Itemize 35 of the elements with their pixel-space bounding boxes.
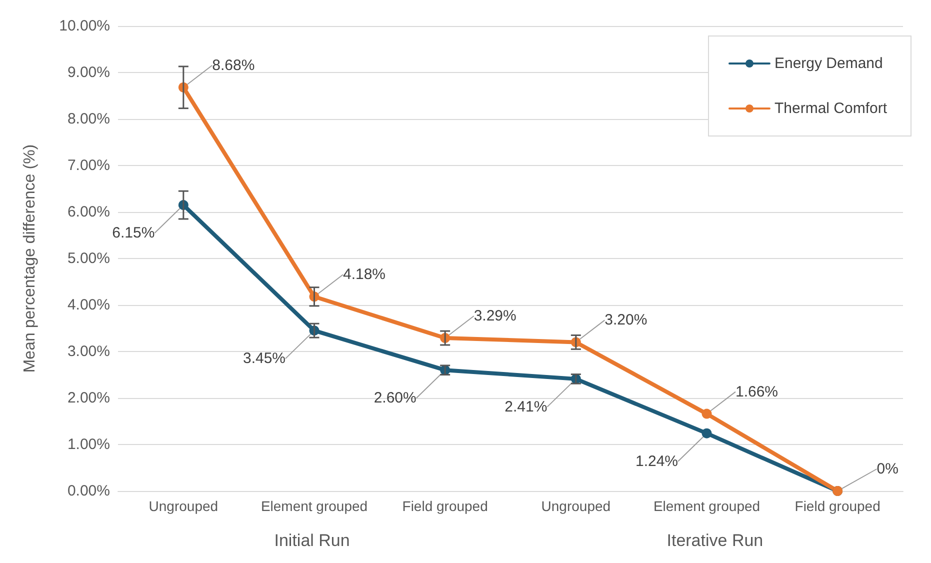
point (702, 408, 712, 419)
data-label: 8.68% (212, 56, 255, 74)
y-tick-label: 6.00% (67, 204, 110, 220)
x-tick-label: Field grouped (402, 498, 488, 514)
x-tick-label: Ungrouped (148, 498, 218, 514)
y-tick-label: 0.00% (67, 482, 110, 500)
y-tick-label: 10.00% (59, 18, 110, 34)
data-label: 3.45% (242, 350, 286, 368)
y-tick-label: 8.00% (67, 110, 110, 128)
point (702, 428, 712, 438)
text: Initial Run (274, 531, 350, 550)
legend-label: Thermal Comfort (774, 100, 888, 117)
legend-label: Energy Demand (774, 55, 883, 72)
y-tick-label: 4.00% (67, 296, 110, 314)
y-tick-label: 1.00% (67, 436, 110, 453)
y-tick-label: 2.00% (67, 390, 110, 406)
data-label: 3.20% (604, 312, 648, 329)
data-label: 1.24% (635, 452, 678, 470)
data-label: 3.29% (474, 308, 516, 325)
x-tick-label: Field grouped (794, 498, 880, 514)
data-label: 4.18% (342, 266, 386, 284)
y-tick-label: 7.00% (67, 157, 110, 174)
y-axis-title: Mean percentage difference (%) (22, 144, 38, 373)
y-tick-label: 5.00% (67, 250, 110, 267)
x-tick-label: Element grouped (260, 498, 368, 514)
y-tick-label: 9.00% (67, 64, 110, 81)
x-tick-label: Element grouped (653, 498, 760, 514)
y-tick-label: 3.00% (67, 343, 110, 360)
x-tick-label: Ungrouped (541, 498, 611, 514)
data-label: 1.66% (735, 383, 778, 400)
data-label: 6.15% (112, 224, 155, 242)
data-label: 0% (876, 460, 898, 478)
text: Iterative Run (666, 531, 764, 550)
data-label: 2.41% (504, 398, 548, 416)
data-label: 2.60% (374, 390, 416, 407)
